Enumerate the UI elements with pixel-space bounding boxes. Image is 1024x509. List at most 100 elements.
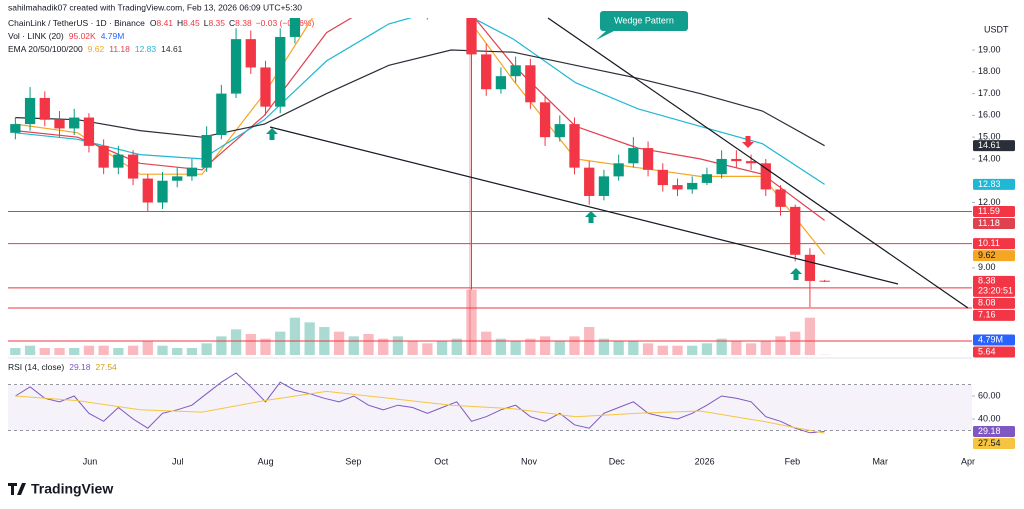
volume-bar bbox=[54, 348, 65, 355]
price-tag bbox=[973, 250, 1015, 262]
price-tag bbox=[973, 297, 1015, 309]
candle-body bbox=[54, 119, 65, 129]
price-tag-label: 8.08 bbox=[978, 298, 996, 308]
volume-bar bbox=[790, 331, 801, 355]
ema-line bbox=[15, 18, 825, 185]
candle-body bbox=[481, 54, 492, 90]
ohlc-label: L bbox=[204, 18, 209, 28]
volume-legend: Vol · LINK (20) 95.02K 4.79M bbox=[8, 31, 124, 41]
price-tag bbox=[973, 309, 1015, 321]
x-tick-label: Jul bbox=[172, 456, 184, 466]
candle-body bbox=[539, 102, 551, 138]
ohlc-label: H bbox=[177, 18, 183, 28]
volume-bar bbox=[142, 341, 153, 355]
price-tag-label: 11.18 bbox=[978, 218, 1000, 228]
volume-bar bbox=[275, 331, 286, 355]
price-tag bbox=[973, 425, 1015, 437]
volume-bar bbox=[83, 345, 95, 355]
volume-bar bbox=[466, 289, 477, 355]
y-tick-label: 17.00 bbox=[978, 88, 1001, 98]
ema-label: EMA 20/50/100/200 bbox=[8, 44, 83, 54]
volume-bar bbox=[598, 338, 610, 355]
volume-bar bbox=[392, 336, 404, 355]
ema-legend: EMA 20/50/100/200 9.62 11.18 12.83 14.61 bbox=[8, 44, 183, 54]
candle-body bbox=[113, 154, 124, 168]
up-arrow bbox=[585, 211, 597, 223]
volume-bar bbox=[804, 317, 816, 355]
volume-bar bbox=[628, 341, 639, 355]
candle-body bbox=[39, 97, 50, 120]
price-tag-label: 9.62 bbox=[978, 250, 996, 260]
price-tag-label: 7.16 bbox=[978, 310, 996, 320]
price-tag-label: 4.79M bbox=[978, 334, 1003, 344]
wedge-lower-line bbox=[269, 126, 899, 285]
symbol-legend: ChainLink / TetherUS · 1D · Binance O8.41… bbox=[8, 18, 314, 28]
price-tag bbox=[973, 346, 1015, 358]
x-tick-label: 2026 bbox=[695, 456, 715, 466]
candle-body bbox=[289, 18, 301, 37]
volume-bar bbox=[407, 341, 418, 355]
price-tag-label: 11.59 bbox=[978, 206, 1000, 216]
candle-body bbox=[790, 206, 801, 255]
candle-body bbox=[437, 0, 447, 11]
price-tag bbox=[973, 238, 1015, 250]
ema-line bbox=[15, 18, 825, 221]
price-tag-label: 8.38 bbox=[978, 276, 996, 286]
volume-bar bbox=[201, 343, 212, 355]
volume-bar bbox=[569, 336, 580, 355]
ohlc-value: 8.45 bbox=[183, 18, 200, 28]
candle-body bbox=[10, 124, 21, 133]
volume-bar bbox=[216, 336, 227, 355]
volume-bar bbox=[701, 343, 713, 355]
candle-body bbox=[569, 124, 580, 168]
volume-bar bbox=[304, 322, 315, 355]
candle-body bbox=[672, 185, 683, 190]
candle-body bbox=[687, 182, 698, 190]
volume-bar bbox=[731, 341, 742, 355]
rsi-ma-value: 27.54 bbox=[96, 362, 118, 372]
candle-body bbox=[775, 189, 786, 207]
candle-body bbox=[260, 67, 271, 107]
price-tag bbox=[973, 217, 1015, 229]
y-tick-label: 15.00 bbox=[978, 132, 1001, 142]
volume-bar bbox=[260, 338, 271, 355]
ohlc-label: O bbox=[150, 18, 157, 28]
y-tick-label: 9.00 bbox=[978, 262, 996, 272]
volume-bar bbox=[39, 348, 50, 355]
candle-body bbox=[186, 167, 198, 177]
candle-body bbox=[525, 65, 536, 103]
volume-bar bbox=[127, 345, 139, 355]
candle-body bbox=[584, 167, 595, 196]
candle-body bbox=[495, 76, 507, 90]
candle-body bbox=[466, 18, 477, 55]
volume-bar bbox=[172, 348, 183, 355]
volume-bar bbox=[672, 345, 683, 355]
volume-bar bbox=[10, 348, 21, 355]
ema-value: 14.61 bbox=[161, 44, 183, 54]
price-tag bbox=[973, 275, 1015, 297]
candle-body bbox=[98, 145, 109, 168]
candle-body bbox=[716, 158, 727, 175]
ema-line bbox=[15, 49, 825, 147]
volume-bar bbox=[348, 336, 359, 355]
volume-ma: 4.79M bbox=[101, 31, 125, 41]
ohlc-label: C bbox=[229, 18, 235, 28]
y-tick-label: 14.00 bbox=[978, 153, 1001, 163]
up-arrow bbox=[266, 128, 278, 140]
candle-body bbox=[275, 36, 286, 107]
annotation-pointer bbox=[596, 31, 614, 40]
candle-body bbox=[230, 39, 242, 94]
y-tick-label: 16.00 bbox=[978, 110, 1001, 120]
volume-bar bbox=[481, 331, 492, 355]
candle-body bbox=[216, 93, 227, 135]
x-tick-label: Dec bbox=[609, 456, 626, 466]
candle-body bbox=[245, 39, 256, 68]
volume-bar bbox=[436, 341, 448, 355]
price-tag bbox=[973, 140, 1015, 152]
wedge-upper-line bbox=[547, 17, 969, 309]
ema-value: 11.18 bbox=[109, 44, 130, 54]
candle-body bbox=[201, 134, 212, 168]
y-tick-label: 19.00 bbox=[978, 44, 1001, 54]
rsi-tick-label: 60.00 bbox=[978, 390, 1001, 400]
ohlc-value: 8.38 bbox=[235, 18, 252, 28]
